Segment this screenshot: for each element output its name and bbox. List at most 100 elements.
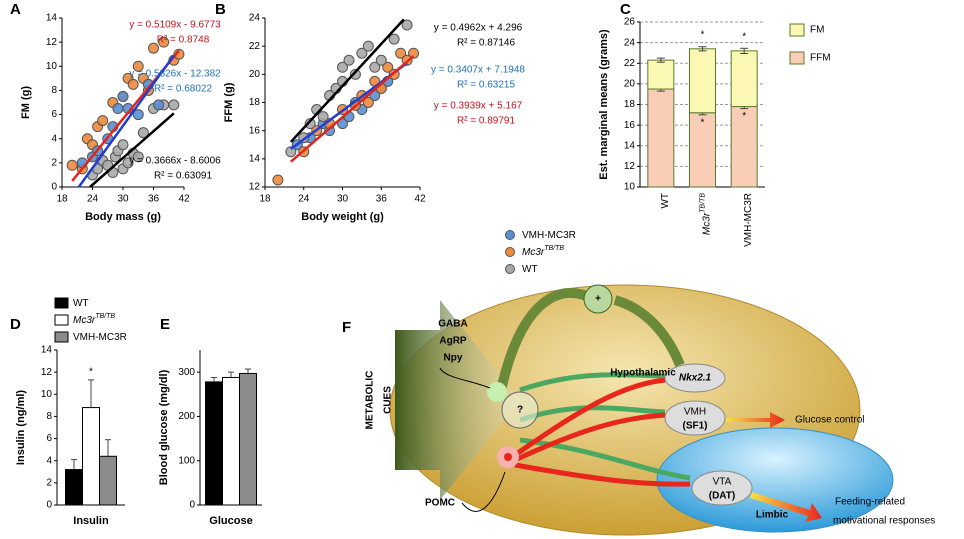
limbic-area bbox=[656, 427, 894, 533]
legend-label: WT bbox=[522, 264, 538, 275]
point bbox=[375, 54, 387, 66]
plus-node bbox=[583, 284, 613, 314]
y-tick-label: 0 bbox=[51, 182, 57, 193]
y-tick-label: 2 bbox=[51, 157, 57, 168]
bar-segment bbox=[647, 59, 675, 90]
legend-label-main: WT bbox=[73, 298, 89, 309]
significance: * bbox=[701, 117, 705, 128]
fit-line bbox=[77, 54, 175, 188]
y-tick-label: 16 bbox=[624, 120, 636, 131]
y-tick-label: 0 bbox=[46, 500, 52, 511]
x-tick-label: 18 bbox=[56, 194, 68, 205]
point bbox=[66, 159, 78, 171]
bar bbox=[222, 376, 240, 506]
y-axis-label: FM (g) bbox=[20, 86, 32, 119]
y-tick-label: 100 bbox=[178, 455, 195, 466]
point bbox=[112, 103, 124, 115]
bar-segment bbox=[689, 48, 716, 114]
equation: R² = 0.63215 bbox=[457, 80, 516, 91]
panel-letter: D bbox=[10, 316, 21, 333]
feeding-line1: Feeding-related bbox=[835, 497, 905, 508]
x-tick-label: 24 bbox=[298, 194, 310, 205]
y-axis-label: Blood glucose (mg/dl) bbox=[158, 369, 170, 485]
panel-letter: C bbox=[620, 1, 631, 18]
legend-swatch bbox=[54, 314, 69, 326]
bar-segment bbox=[689, 112, 716, 188]
y-tick-label: 14 bbox=[46, 13, 58, 24]
y-tick-label: 4 bbox=[51, 133, 57, 144]
legend-label-sup: TB/TB bbox=[95, 313, 115, 320]
x-tick-label: VMH-MC3R bbox=[743, 193, 754, 247]
plus: + bbox=[595, 294, 601, 305]
question: ? bbox=[517, 405, 523, 416]
point bbox=[356, 47, 368, 59]
limbic: Limbic bbox=[756, 510, 789, 521]
point bbox=[369, 61, 381, 73]
legend-label-main: VMH-MC3R bbox=[73, 332, 127, 343]
vmh-node bbox=[664, 400, 726, 436]
y-tick-label: 6 bbox=[46, 433, 52, 444]
point bbox=[388, 33, 400, 45]
point bbox=[137, 127, 149, 139]
point bbox=[343, 54, 355, 66]
dat: (DAT) bbox=[709, 491, 735, 502]
equation: y = 0.3407x + 7.1948 bbox=[431, 65, 525, 76]
point bbox=[317, 111, 329, 123]
y-tick-label: 22 bbox=[624, 58, 636, 69]
point bbox=[272, 174, 284, 186]
projection bbox=[519, 405, 666, 423]
y-tick-label: 4 bbox=[46, 455, 52, 466]
legend-swatch bbox=[54, 331, 69, 343]
x-tick-label: 42 bbox=[414, 194, 426, 205]
equation: R² = 0.87146 bbox=[457, 38, 516, 49]
glucose-control: Glucose control bbox=[795, 415, 864, 426]
y-tick-label: 12 bbox=[41, 367, 53, 378]
point bbox=[122, 157, 134, 169]
point bbox=[408, 47, 420, 59]
y-tick-label: 24 bbox=[624, 37, 636, 48]
equation: y = 0.3939x + 5.167 bbox=[434, 101, 523, 112]
arrow bbox=[726, 412, 785, 428]
y-tick-label: 12 bbox=[249, 182, 261, 193]
bar bbox=[82, 407, 100, 506]
equation: y = 0.5109x - 9.6773 bbox=[129, 20, 221, 31]
point bbox=[168, 99, 180, 111]
y-tick-label: 18 bbox=[249, 97, 261, 108]
point bbox=[304, 118, 316, 130]
gaba-neuron bbox=[487, 382, 507, 402]
bar bbox=[65, 469, 83, 506]
equation: y = 0.3666x - 8.6006 bbox=[129, 156, 221, 167]
hypothalamic: Hypothalamic bbox=[610, 368, 676, 379]
feedback-arrow bbox=[613, 295, 685, 367]
x-axis-label: Body mass (g) bbox=[85, 211, 161, 223]
vta: VTA bbox=[713, 477, 732, 488]
y-tick-label: 8 bbox=[51, 85, 57, 96]
point bbox=[153, 99, 165, 111]
equation: R² = 0.8748 bbox=[157, 35, 210, 46]
y-tick-label: 26 bbox=[624, 17, 636, 28]
x-tick-label: WT bbox=[659, 193, 670, 209]
x-axis-label: Insulin bbox=[73, 515, 109, 527]
legend-swatch bbox=[505, 230, 515, 240]
y-tick-label: 6 bbox=[51, 109, 57, 120]
vmh: VMH bbox=[684, 407, 706, 418]
cues: CUES bbox=[383, 386, 394, 414]
feeding-line2: motivational responses bbox=[833, 516, 935, 527]
bar-segment bbox=[730, 106, 758, 188]
pomc: POMC bbox=[425, 498, 455, 509]
y-tick-label: 16 bbox=[249, 125, 261, 136]
legend-label: Mc3rTB/TB bbox=[73, 313, 115, 326]
legend-label: VMH-MC3R bbox=[73, 332, 127, 343]
x-tick-label: 18 bbox=[259, 194, 271, 205]
projection bbox=[519, 372, 666, 393]
point bbox=[285, 146, 297, 158]
cue-arrow bbox=[395, 300, 520, 500]
y-tick-label: 10 bbox=[41, 389, 53, 400]
legend-swatch bbox=[54, 297, 69, 309]
unknown-neuron bbox=[501, 391, 539, 429]
y-tick-label: 8 bbox=[46, 411, 52, 422]
y-tick-label: 0 bbox=[189, 500, 195, 511]
point bbox=[337, 61, 348, 73]
nkx: Nkx2.1 bbox=[679, 373, 712, 384]
